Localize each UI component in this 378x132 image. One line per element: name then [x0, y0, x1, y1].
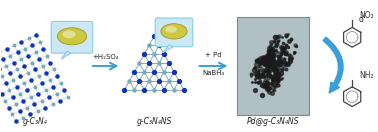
Polygon shape	[163, 45, 173, 53]
Text: NO₂: NO₂	[359, 11, 374, 20]
FancyBboxPatch shape	[51, 22, 93, 53]
Text: g-C₃N₄: g-C₃N₄	[23, 117, 48, 126]
Text: d: d	[359, 15, 364, 24]
Ellipse shape	[57, 28, 87, 45]
Text: +H₂SO₄: +H₂SO₄	[92, 54, 119, 60]
Ellipse shape	[165, 26, 177, 33]
FancyArrowPatch shape	[323, 37, 343, 93]
Ellipse shape	[161, 24, 187, 39]
Text: NH₂: NH₂	[359, 71, 374, 80]
Text: + Pd: + Pd	[205, 52, 222, 58]
Bar	[237, 16, 308, 116]
Text: Pd@g-C₃N₄NS: Pd@g-C₃N₄NS	[247, 117, 299, 126]
FancyBboxPatch shape	[155, 18, 193, 47]
Text: g-C₃N₄NS: g-C₃N₄NS	[136, 117, 172, 126]
Ellipse shape	[62, 30, 76, 38]
Text: NaBH₄: NaBH₄	[203, 70, 225, 76]
Polygon shape	[61, 51, 71, 59]
